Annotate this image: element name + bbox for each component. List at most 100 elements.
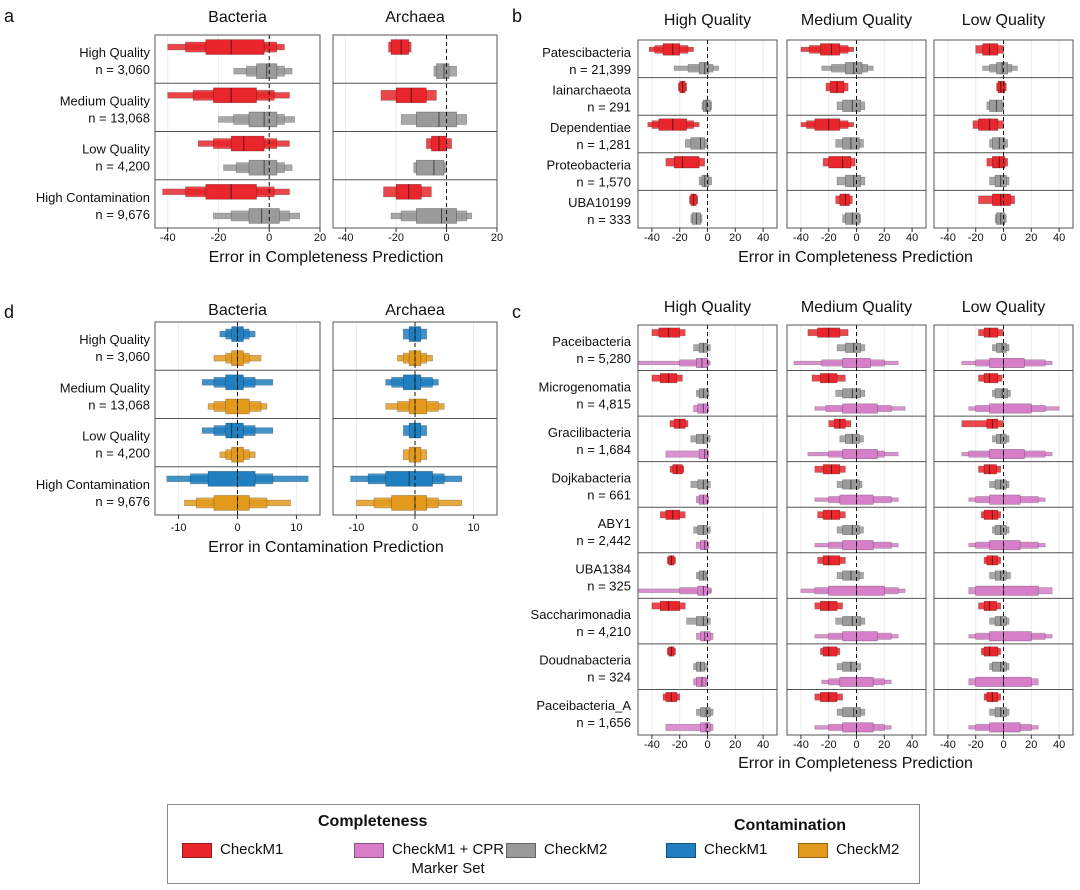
x-tick-label: -40: [644, 232, 660, 244]
x-tick-label: 20: [878, 739, 890, 751]
letter-value-box: [982, 43, 999, 56]
letter-value-box: [248, 208, 280, 224]
panel-c-column-title: Medium Quality: [801, 299, 912, 316]
row-label: Low Quality: [82, 429, 150, 444]
x-tick-label: 0: [443, 232, 449, 244]
boxplot-checkm1: [669, 418, 689, 429]
legend-contamination-title: Contamination: [734, 817, 846, 834]
letter-value-box: [975, 585, 1039, 596]
letter-value-box: [996, 342, 1007, 353]
x-tick-label: 40: [1053, 232, 1065, 244]
row-label: Paceibacteria: [552, 334, 632, 349]
boxplot-checkm1: [665, 156, 706, 169]
letter-value-box: [814, 118, 841, 131]
legend-item-checkm1-contamination: CheckM1: [666, 840, 767, 859]
x-tick-label: 40: [906, 232, 918, 244]
boxplot-checkm2: [701, 99, 712, 112]
letter-value-box: [983, 509, 999, 520]
boxplot-checkm1: [820, 646, 841, 657]
legend: Completeness Contamination CheckM1 Check…: [167, 804, 920, 884]
x-tick-label: 0: [853, 232, 859, 244]
boxplot-checkm2: [836, 524, 864, 536]
row-count: n = 291: [587, 99, 631, 114]
letter-value-box: [989, 722, 1021, 733]
x-tick-label: -40: [793, 232, 809, 244]
legend-item-cpr: CheckM1 + CPR Marker Set: [354, 840, 504, 878]
letter-value-box: [696, 676, 707, 687]
boxplot-checkm2: [989, 616, 1010, 627]
row-count: n = 325: [587, 579, 631, 594]
x-axis-label-c: Error in Completeness Prediction: [738, 755, 973, 772]
boxplot-checkm1: [978, 464, 1002, 475]
row-label: Proteobacteria: [546, 158, 631, 173]
row-label: Dojkabacteria: [552, 470, 632, 485]
boxplot-cpr: [968, 585, 1053, 596]
row-count: n = 2,442: [576, 533, 631, 548]
letter-value-box: [665, 723, 714, 731]
row-count: n = 21,399: [569, 62, 631, 77]
letter-value-box: [700, 722, 711, 733]
boxplot-checkm2: [433, 63, 457, 79]
x-tick-label: -20: [672, 232, 688, 244]
letter-value-box: [842, 616, 861, 627]
letter-value-box: [697, 479, 708, 490]
boxplot-checkm1: [669, 464, 685, 475]
letter-value-box: [408, 398, 428, 415]
letter-value-box: [248, 111, 278, 128]
row-count: n = 4,815: [576, 396, 631, 411]
boxplot-checkm1: [350, 471, 463, 487]
x-tick-label: 10: [290, 522, 302, 534]
letter-value-box: [697, 524, 708, 536]
x-tick-label: -40: [644, 739, 660, 751]
x-tick-label: -40: [793, 739, 809, 751]
boxplot-checkm1: [986, 156, 1008, 169]
boxplot-cpr: [814, 403, 906, 414]
letter-value-box: [213, 87, 257, 104]
x-tick-label: -20: [821, 232, 837, 244]
panel-b-column-title: High Quality: [664, 12, 751, 29]
row-label: High Quality: [79, 45, 150, 60]
boxplot-checkm2: [696, 707, 714, 718]
row-label: UBA10199: [568, 195, 631, 210]
boxplot-checkm1: [817, 555, 846, 566]
row-count: n = 1,656: [576, 715, 631, 730]
boxplot-checkm2: [992, 524, 1010, 536]
x-tick-label: 20: [729, 232, 741, 244]
boxplot-checkm1: [162, 184, 290, 200]
boxplot-cpr: [968, 494, 1046, 505]
row-label: Gracilibacteria: [548, 425, 632, 440]
boxplot-checkm1: [835, 193, 853, 206]
boxplot-checkm2: [989, 661, 1010, 672]
letter-value-box: [662, 43, 681, 56]
letter-value-box: [845, 174, 861, 188]
boxplot-checkm2: [989, 137, 1008, 150]
row-count: n = 1,684: [576, 442, 631, 457]
x-tick-label: 0: [1000, 232, 1006, 244]
row-label: Low Quality: [82, 142, 150, 157]
row-count: n = 9,676: [95, 494, 150, 509]
panel-c-column-title: Low Quality: [962, 299, 1046, 316]
boxplot-checkm1: [996, 80, 1007, 94]
letter-value-box: [820, 43, 841, 56]
boxplot-checkm2: [673, 62, 719, 75]
letter-value-box: [679, 587, 711, 595]
row-count: n = 4,200: [95, 159, 150, 174]
legend-item-checkm2-contamination: CheckM2: [798, 840, 899, 859]
letter-value-box: [391, 495, 428, 511]
letter-value-box: [700, 631, 711, 642]
x-tick-label: 10: [467, 522, 479, 534]
letter-value-box: [997, 80, 1006, 94]
boxplot-checkm1: [961, 418, 1004, 429]
boxplot-checkm1: [814, 464, 846, 475]
letter-value-box: [213, 495, 250, 511]
boxplot-checkm2: [992, 433, 1010, 444]
letter-value-box: [700, 540, 708, 551]
boxplot-checkm1: [197, 135, 290, 152]
boxplot-checkm2: [413, 159, 447, 176]
boxplot-checkm1: [978, 193, 1015, 206]
boxplot-checkm1: [983, 692, 1002, 703]
boxplot-cpr: [961, 357, 1053, 368]
letter-value-box: [989, 99, 1003, 112]
letter-value-box: [842, 707, 861, 718]
x-tick-label: 20: [729, 739, 741, 751]
